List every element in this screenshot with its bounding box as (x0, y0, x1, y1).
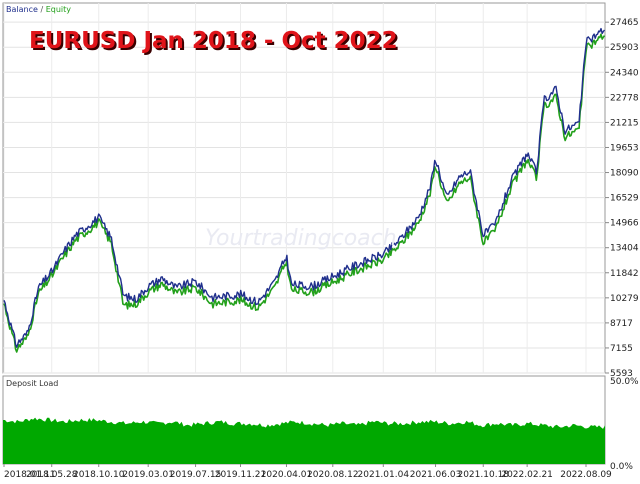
y-tick-label: 25903 (610, 43, 639, 53)
x-tick-label: 2019.03.01 (122, 470, 174, 480)
x-tick-label: 2022.02.21 (501, 470, 553, 480)
x-tick-label: 2018.05.28 (26, 470, 78, 480)
x-tick-label: 2020.08.12 (307, 470, 359, 480)
y-tick-label: 7155 (610, 344, 633, 354)
y-tick-label: 10279 (610, 294, 639, 304)
y-tick-label: 5593 (610, 369, 633, 379)
equity-line (3, 33, 606, 353)
x-tick-label: 2018.01.11 (4, 470, 56, 480)
x-tick-label: 2018.10.10 (73, 470, 125, 480)
series-lines (3, 27, 606, 353)
x-tick-label: 2022.08.09 (560, 470, 612, 480)
x-tick-label: 2021.06.03 (410, 470, 462, 480)
balance-line (3, 27, 606, 348)
legend-separator: / (38, 5, 46, 14)
watermark-text: Yourtradingcoach (205, 226, 397, 251)
y-tick-label: 11842 (610, 269, 639, 279)
y-tick-label: 16529 (610, 194, 639, 204)
deposit-load-fill (3, 417, 605, 464)
y-axis-ticks: 27465 25903 24340 22778 21215 19653 18090 16529… (610, 18, 639, 379)
x-tick-label: 2021.10.18 (457, 470, 509, 480)
legend-item-balance: Balance (6, 5, 38, 14)
load-y-tick-label: 0.0% (610, 462, 633, 472)
y-tick-label: 13404 (610, 244, 639, 254)
y-tick-label: 8717 (610, 319, 633, 329)
y-tick-label: 21215 (610, 118, 639, 128)
x-axis-ticks: 2018.01.112018.05.282018.10.102019.03.01… (4, 470, 612, 480)
y-tick-label: 27465 (610, 18, 639, 28)
chart-title-shadow: EURUSD Jan 2018 - Oct 2022 (31, 30, 400, 56)
y-tick-label: 14966 (610, 219, 639, 229)
chart-title: EURUSD Jan 2018 - Oct 2022 (29, 28, 398, 54)
legend-item-equity: Equity (46, 5, 72, 14)
x-tick-label: 2020.04.01 (261, 470, 313, 480)
deposit-load-area (3, 417, 605, 464)
x-tick-label: 2019.07.15 (170, 470, 222, 480)
y-tick-label: 18090 (610, 169, 639, 179)
grid-lines (3, 3, 609, 467)
x-tick-label: 2019.11.21 (215, 470, 267, 480)
y-tick-label: 22778 (610, 93, 639, 103)
load-y-tick-label: 50.0% (610, 377, 639, 387)
x-tick-label: 2021.01.04 (358, 470, 410, 480)
main-panel-frame (2, 2, 606, 374)
legend: Balance / Equity (6, 5, 71, 14)
y-tick-label: 19653 (610, 143, 639, 153)
load-panel-title: Deposit Load (6, 379, 58, 388)
load-y-axis-ticks: 50.0% 0.0% (610, 377, 639, 472)
y-tick-label: 24340 (610, 68, 639, 78)
